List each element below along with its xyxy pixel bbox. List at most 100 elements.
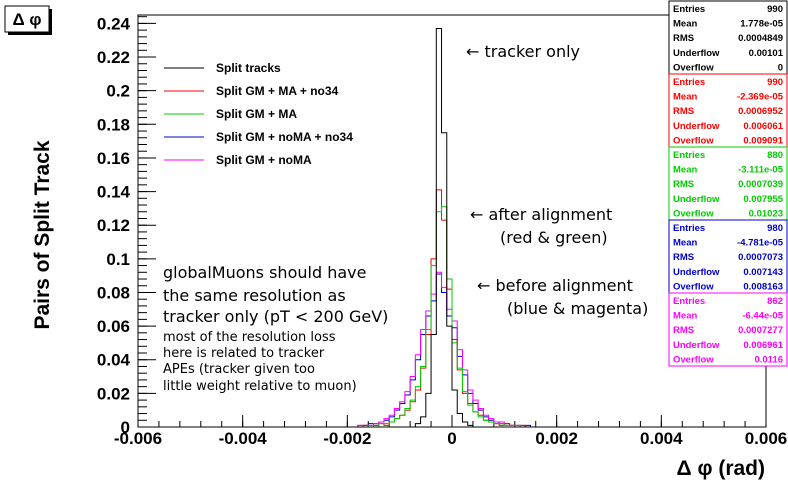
stat-box (668, 146, 788, 221)
y-tick-label: 0.24 (97, 14, 131, 33)
stat-value: 0.01023 (749, 208, 783, 219)
stat-label: Mean (673, 238, 697, 249)
stat-label: Entries (673, 4, 705, 15)
stat-value: 0.006061 (743, 121, 783, 132)
legend-entry: Split GM + noMA + no34 (216, 130, 353, 144)
y-tick-label: 0.2 (106, 82, 130, 101)
stat-label: Underflow (673, 267, 720, 278)
stat-label: Entries (673, 77, 705, 88)
annotation-big-line-2: the same resolution as (163, 286, 346, 305)
chart-title: Δ φ (12, 10, 41, 29)
annotation-small-line-4: little weight relative to muon) (163, 379, 357, 394)
y-tick-label: 0 (121, 418, 130, 437)
stat-value: -2.369e-05 (737, 92, 784, 103)
stat-value: 0.007955 (743, 194, 783, 205)
annotations: ← tracker only ← after alignment (red & … (163, 42, 648, 394)
stat-value: -4.781e-05 (737, 238, 784, 249)
x-tick-label: 0.002 (535, 429, 578, 448)
x-tick-label: 0.006 (745, 429, 788, 448)
y-tick-label: 0.02 (97, 384, 130, 403)
stat-box (668, 292, 788, 367)
stat-label: Overflow (673, 62, 714, 73)
y-tick-label: 0.06 (97, 317, 130, 336)
stat-box (668, 73, 788, 148)
stat-label: Underflow (673, 48, 720, 59)
annotation-big-line-3: tracker only (pT < 200 GeV) (163, 307, 388, 326)
stat-label: Mean (673, 311, 697, 322)
stat-label: RMS (673, 33, 694, 44)
stat-label: Overflow (673, 281, 714, 292)
stat-label: Entries (673, 150, 705, 161)
y-tick-label: 0.1 (106, 250, 130, 269)
stat-boxes: Entries 990 Mean 1.778e-05 RMS 0.0004849 Under… (668, 0, 788, 367)
stat-value: 0.00101 (749, 48, 784, 59)
y-tick-label: 0.08 (97, 283, 130, 302)
stat-label: Mean (673, 92, 697, 103)
legend-entry: Split GM + MA (216, 107, 297, 121)
stat-label: RMS (673, 106, 694, 117)
stat-label: Entries (673, 296, 705, 307)
x-tick-label: -0.002 (323, 429, 371, 448)
stat-label: Overflow (673, 208, 714, 219)
annotation-before-alignment-colors: (blue & magenta) (507, 299, 648, 318)
annotation-after-alignment: ← after alignment (470, 205, 612, 224)
stat-box (668, 0, 788, 75)
y-tick-label: 0.04 (97, 351, 131, 370)
stat-value: 0.0007277 (738, 325, 783, 336)
axes: -0.006 -0.004 -0.002 0 0.002 0.004 0.006 0 0.02 0… (97, 14, 787, 448)
stat-value: 0.0006952 (738, 106, 783, 117)
stat-value: 0.008163 (743, 281, 783, 292)
stat-label: Overflow (673, 354, 714, 365)
x-tick-label: -0.006 (114, 429, 162, 448)
stat-value: 1.778e-05 (740, 19, 784, 30)
stat-value: -3.111e-05 (738, 165, 784, 176)
stat-label: Entries (673, 223, 705, 234)
annotation-before-alignment: ← before alignment (477, 276, 633, 295)
x-tick-label: 0 (447, 429, 456, 448)
legend-entry: Split GM + noMA (216, 153, 312, 167)
series-layer (138, 27, 766, 428)
stat-label: Underflow (673, 121, 720, 132)
stat-value: 862 (767, 296, 783, 307)
stat-value: 0.0007039 (738, 179, 783, 190)
x-axis-label: Δ φ (rad) (677, 457, 765, 480)
y-axis-label: Pairs of Split Track (31, 140, 54, 329)
annotation-big-line-1: globalMuons should have (163, 263, 366, 282)
y-tick-label: 0.14 (97, 183, 131, 202)
y-tick-label: 0.22 (97, 48, 130, 67)
y-tick-label: 0.12 (97, 216, 130, 235)
stat-value: 880 (767, 150, 783, 161)
stat-value: 0 (778, 62, 783, 73)
stat-label: RMS (673, 325, 694, 336)
legend-entry: Split tracks (216, 61, 281, 75)
stat-label: Mean (673, 165, 697, 176)
y-tick-label: 0.18 (97, 115, 130, 134)
stat-label: RMS (673, 179, 694, 190)
annotation-small-line-3: APEs (tracker given too (163, 362, 315, 377)
annotation-small-line-2: here is related to tracker (163, 346, 325, 361)
stat-value: 0.0116 (754, 354, 783, 365)
stat-value: 0.0007073 (738, 252, 783, 263)
stat-value: -6.44e-05 (742, 311, 783, 322)
annotation-small-line-1: most of the resolution loss (163, 330, 336, 345)
stat-label: Overflow (673, 135, 714, 146)
y-tick-label: 0.16 (97, 149, 130, 168)
chart-title-box: Δ φ (4, 5, 52, 35)
stat-value: 990 (767, 4, 783, 15)
stat-label: Underflow (673, 340, 720, 351)
stat-value: 0.0004849 (738, 33, 783, 44)
stat-value: 980 (767, 223, 783, 234)
stat-value: 0.007143 (743, 267, 783, 278)
stat-value: 0.009091 (743, 135, 783, 146)
legend: Split tracks Split GM + MA + no34 Split GM… (164, 61, 353, 167)
x-tick-label: -0.004 (219, 429, 268, 448)
stat-value: 990 (767, 77, 783, 88)
stat-value: 0.006961 (743, 340, 783, 351)
x-tick-label: 0.004 (640, 429, 683, 448)
stat-label: RMS (673, 252, 694, 263)
stat-label: Underflow (673, 194, 720, 205)
stat-label: Mean (673, 19, 697, 30)
annotation-after-alignment-colors: (red & green) (500, 228, 608, 247)
series-line-0 (138, 27, 766, 428)
